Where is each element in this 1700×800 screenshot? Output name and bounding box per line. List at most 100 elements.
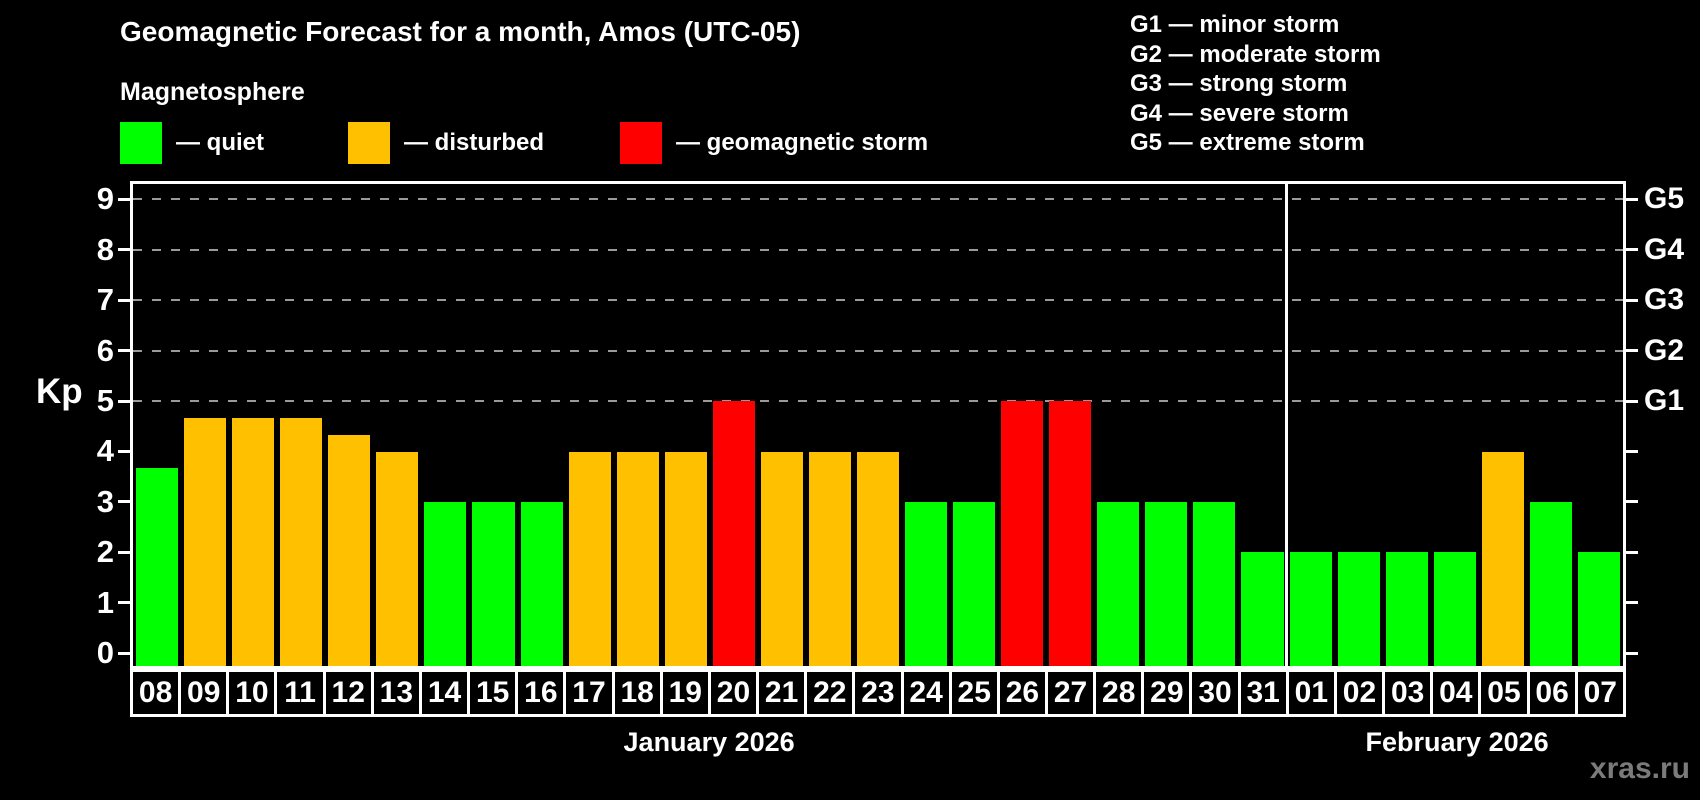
day-label: 21 <box>756 669 808 717</box>
kp-bar <box>664 451 707 666</box>
day-label: 25 <box>948 669 1000 717</box>
day-label: 29 <box>1141 669 1193 717</box>
day-label: 31 <box>1237 669 1289 717</box>
day-label: 09 <box>178 669 230 717</box>
kp-bar <box>1289 552 1332 666</box>
g-legend-line: G4 — severe storm <box>1130 99 1349 127</box>
left-tick <box>118 349 130 353</box>
g-legend-line: G3 — strong storm <box>1130 70 1348 98</box>
right-tick <box>1626 349 1638 353</box>
right-tick <box>1626 449 1638 453</box>
month-separator-line <box>1285 184 1289 666</box>
day-label: 30 <box>1189 669 1241 717</box>
day-label: 11 <box>274 669 326 717</box>
disturbed-swatch-icon <box>348 122 390 164</box>
kp-bar <box>1577 552 1620 666</box>
left-tick <box>118 550 130 554</box>
day-label: 17 <box>563 669 615 717</box>
y-tick-label: 9 <box>96 181 114 217</box>
gridline-kp-8 <box>133 248 1623 251</box>
kp-bar <box>520 501 563 666</box>
day-label: 23 <box>852 669 904 717</box>
plot-inner <box>133 184 1623 666</box>
watermark: xras.ru <box>1589 752 1690 785</box>
g-axis-label-G1: G1 <box>1644 384 1685 418</box>
legend-item-storm: — geomagnetic storm <box>620 122 928 164</box>
day-label: 13 <box>370 669 422 717</box>
day-label: 06 <box>1526 669 1578 717</box>
y-tick-label: 1 <box>96 584 114 620</box>
kp-bar <box>424 501 467 666</box>
day-label: 10 <box>226 669 278 717</box>
g-legend-line: G2 — moderate storm <box>1130 40 1381 68</box>
left-tick <box>118 601 130 605</box>
kp-bar <box>1433 552 1476 666</box>
kp-bar <box>616 451 659 666</box>
kp-bar <box>232 417 275 666</box>
g-axis-label-G3: G3 <box>1644 283 1685 317</box>
kp-bar <box>280 417 323 666</box>
kp-bar <box>1145 501 1188 666</box>
kp-bar <box>184 417 227 666</box>
plot-area <box>130 181 1626 669</box>
legend-item-quiet: — quiet <box>120 122 264 164</box>
kp-bar <box>712 401 755 666</box>
g-axis-label-G4: G4 <box>1644 232 1685 266</box>
gridline-kp-6 <box>133 349 1623 352</box>
left-tick <box>118 248 130 252</box>
left-tick <box>118 197 130 201</box>
day-label: 18 <box>611 669 663 717</box>
kp-bar <box>1241 552 1284 666</box>
y-tick-label: 7 <box>96 282 114 318</box>
kp-bar <box>136 468 179 666</box>
left-tick <box>118 298 130 302</box>
kp-bar <box>328 434 371 666</box>
kp-bar <box>1529 501 1572 666</box>
y-tick-label: 0 <box>96 635 114 671</box>
day-label: 28 <box>1093 669 1145 717</box>
day-label: 02 <box>1333 669 1386 717</box>
gridline-kp-5 <box>133 400 1623 403</box>
right-tick <box>1626 601 1638 605</box>
day-label: 27 <box>1044 669 1097 717</box>
left-tick <box>118 500 130 504</box>
kp-bar <box>1385 552 1428 666</box>
left-tick <box>118 449 130 453</box>
storm-swatch-icon <box>620 122 662 164</box>
kp-bar <box>1049 401 1092 666</box>
kp-bar <box>1097 501 1140 666</box>
day-label: 24 <box>900 669 952 717</box>
kp-bar <box>905 501 948 666</box>
kp-bar <box>808 451 851 666</box>
right-tick <box>1626 298 1638 302</box>
kp-bar <box>1481 451 1524 666</box>
g-legend-line: G1 — minor storm <box>1130 11 1340 38</box>
g-legend-line: G5 — extreme storm <box>1130 129 1365 157</box>
month-label-january: January 2026 <box>623 727 795 757</box>
day-label: 12 <box>322 669 374 717</box>
right-tick <box>1626 651 1638 655</box>
right-tick <box>1626 399 1638 403</box>
day-label: 05 <box>1478 669 1530 717</box>
day-label-row: 08 09 10 11 12 13 14 15 16 17 18 19 20 21 22 23 24 25 26 27… <box>130 669 1626 717</box>
chart-subtitle: Magnetosphere <box>120 78 305 106</box>
gridline-kp-7 <box>133 299 1623 302</box>
quiet-swatch-icon <box>120 122 162 164</box>
right-tick <box>1626 248 1638 252</box>
kp-bar <box>856 451 900 666</box>
gridline-kp-9 <box>133 198 1623 201</box>
day-label: 19 <box>659 669 711 717</box>
g-scale-legend: G1 — minor storm G2 — moderate storm G3 — … <box>1130 10 1381 158</box>
legend-label: — quiet <box>176 129 264 156</box>
day-label: 03 <box>1382 669 1434 717</box>
day-label: 08 <box>130 669 182 717</box>
left-tick <box>118 399 130 403</box>
y-tick-label: 8 <box>96 231 114 267</box>
day-label: 16 <box>515 669 567 717</box>
day-label: 22 <box>804 669 856 717</box>
kp-bar <box>953 501 996 666</box>
legend-label: — disturbed <box>404 129 545 156</box>
left-tick <box>118 651 130 655</box>
legend-label: — geomagnetic storm <box>676 129 929 156</box>
